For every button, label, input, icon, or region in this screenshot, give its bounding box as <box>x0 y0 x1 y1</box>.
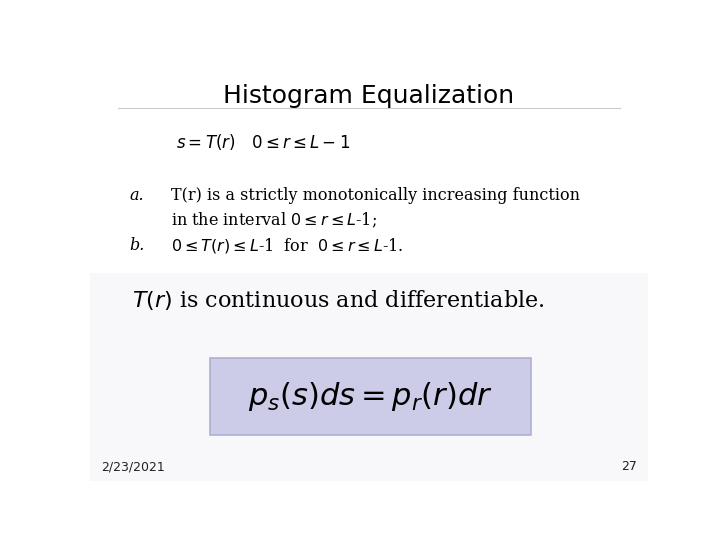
Text: $p_s(s)ds = p_r(r)dr$: $p_s(s)ds = p_r(r)dr$ <box>248 380 492 413</box>
Text: T(r) is a strictly monotonically increasing function: T(r) is a strictly monotonically increas… <box>171 187 580 204</box>
Text: Histogram Equalization: Histogram Equalization <box>223 84 515 107</box>
Text: a.: a. <box>129 187 144 204</box>
Text: $T(r)$ is continuous and differentiable.: $T(r)$ is continuous and differentiable. <box>132 288 544 312</box>
Text: $0 \leq T(r) \leq L$-1  for  $0 \leq r \leq L$-1.: $0 \leq T(r) \leq L$-1 for $0 \leq r \le… <box>171 236 403 255</box>
FancyBboxPatch shape <box>90 273 648 481</box>
Text: 27: 27 <box>621 460 637 473</box>
Text: b.: b. <box>129 237 145 254</box>
Text: 2/23/2021: 2/23/2021 <box>101 460 165 473</box>
Text: $s = T(r) \quad 0 \leq r \leq L-1$: $s = T(r) \quad 0 \leq r \leq L-1$ <box>176 132 351 152</box>
Text: in the interval $0 \leq r \leq L$-1;: in the interval $0 \leq r \leq L$-1; <box>171 211 377 231</box>
FancyBboxPatch shape <box>210 358 531 435</box>
